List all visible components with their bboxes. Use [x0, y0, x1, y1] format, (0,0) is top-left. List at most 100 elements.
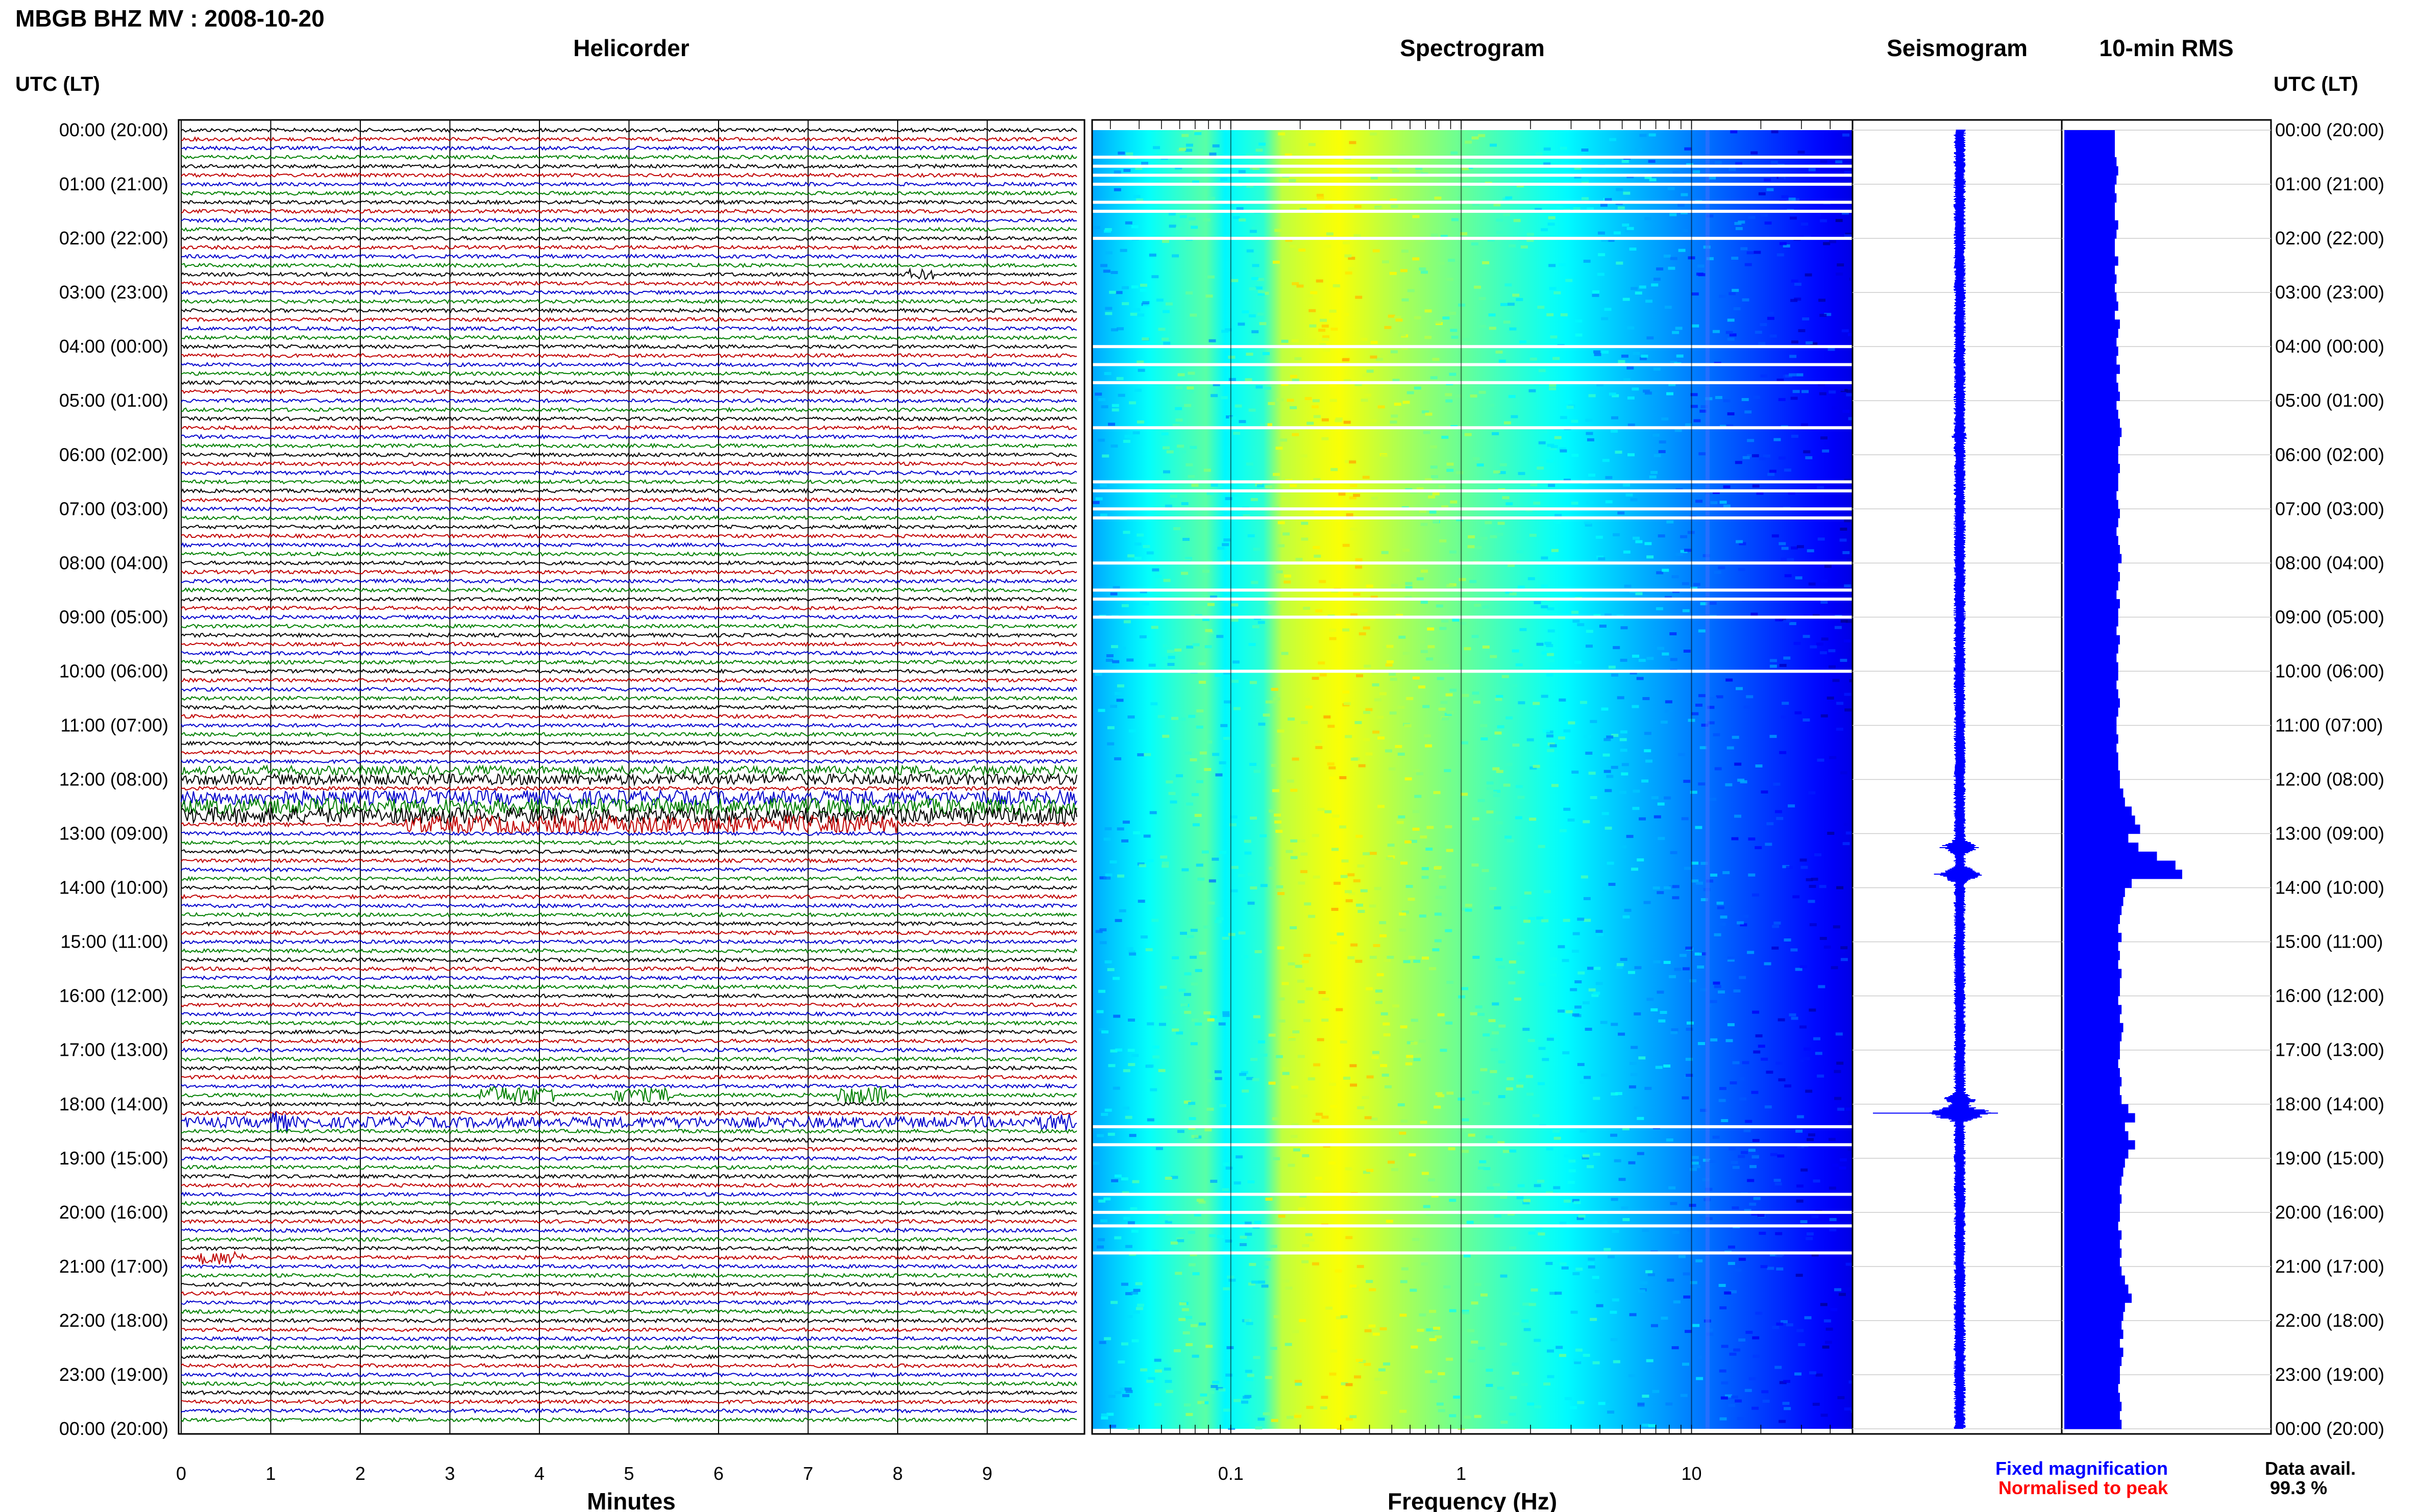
rms-bar: [2064, 978, 2120, 987]
helicorder-trace: [181, 1155, 1077, 1161]
rms-bar: [2064, 1266, 2122, 1276]
rms-bar: [2064, 870, 2182, 879]
spectrogram-gap: [1092, 426, 1853, 430]
time-label-right: 13:00 (09:00): [2275, 823, 2384, 844]
time-label-left: 06:00 (02:00): [59, 444, 168, 465]
rms-bar: [2064, 328, 2118, 338]
helicorder-trace: [181, 894, 1077, 900]
helicorder-trace: [181, 560, 1077, 566]
rms-bar: [2064, 310, 2115, 320]
spectrogram-top-margin: [1092, 120, 1853, 130]
time-label-right: 22:00 (18:00): [2275, 1310, 2384, 1331]
rms-bar: [2064, 1212, 2120, 1222]
rms-bar: [2064, 1041, 2120, 1051]
helicorder-xlabel: Minutes: [587, 1488, 676, 1512]
rms-bar: [2064, 1176, 2122, 1186]
helicorder-trace: [181, 1345, 1077, 1351]
spectrogram-gap: [1092, 598, 1853, 601]
rms-bar: [2064, 139, 2115, 148]
rms-bar: [2064, 842, 2139, 852]
rms-bar: [2064, 1203, 2120, 1213]
rms-bar: [2064, 635, 2120, 645]
helicorder-trace: [181, 181, 1077, 187]
rms-bar: [2064, 1420, 2122, 1429]
rms-bar: [2064, 1248, 2122, 1258]
helicorder-trace: [181, 704, 1077, 710]
rms-bar: [2064, 1023, 2124, 1032]
helicorder-trace: [181, 884, 1077, 890]
helicorder-trace: [181, 280, 1077, 287]
data-avail-label: Data avail.: [2265, 1458, 2356, 1479]
helicorder-trace: [181, 267, 1077, 281]
helicorder-trace: [181, 1191, 1077, 1198]
rms-bar: [2064, 878, 2132, 888]
rms-bar: [2064, 689, 2118, 699]
helicorder-trace: [181, 948, 1077, 954]
spectrogram-gap: [1092, 1210, 1853, 1214]
helicorder-tick-label: 7: [803, 1463, 813, 1484]
helicorder-trace: [181, 1407, 1077, 1414]
time-label-left: 23:00 (19:00): [59, 1364, 168, 1385]
helicorder-trace: [181, 253, 1077, 260]
rms-bar: [2064, 924, 2118, 933]
helicorder-trace: [181, 154, 1077, 160]
helicorder-trace: [181, 731, 1077, 737]
helicorder-trace: [181, 623, 1077, 629]
helicorder-trace: [181, 1227, 1077, 1233]
rms-bar: [2064, 193, 2117, 203]
helicorder-trace: [181, 488, 1077, 494]
helicorder-trace: [181, 596, 1077, 602]
helicorder-trace: [181, 461, 1077, 467]
time-label-right: 05:00 (01:00): [2275, 390, 2384, 411]
legend-normalised-to-peak: Normalised to peak: [1998, 1477, 2168, 1498]
rms-bar: [2064, 969, 2122, 978]
helicorder-trace: [181, 1209, 1077, 1216]
spectrogram-gap: [1092, 670, 1853, 673]
helicorder-trace: [181, 1263, 1077, 1270]
time-axis-left: 00:00 (20:00) 01:00 (21:00) 02:00 (22:00) 0…: [59, 119, 168, 1439]
time-label-right: 04:00 (00:00): [2275, 336, 2384, 357]
spectrogram-gap: [1092, 1224, 1853, 1228]
helicorder-trace: [181, 1047, 1077, 1053]
helicorder-trace: [181, 984, 1077, 990]
rms-bar: [2064, 256, 2118, 266]
helicorder-trace: [181, 497, 1077, 503]
time-label-left: 07:00 (03:00): [59, 498, 168, 519]
helicorder-trace: [181, 1318, 1077, 1324]
helicorder-trace: [181, 1327, 1077, 1332]
time-label-right: 02:00 (22:00): [2275, 228, 2384, 249]
rms-bar: [2064, 1131, 2129, 1141]
helicorder-trace: [181, 1218, 1077, 1225]
time-label-left: 01:00 (21:00): [59, 173, 168, 194]
helicorder-trace: [181, 452, 1077, 458]
helicorder-trace: [181, 479, 1077, 485]
helicorder-trace: [181, 722, 1077, 728]
rms-bar: [2064, 671, 2118, 681]
helicorder-trace: [181, 136, 1077, 142]
helicorder-trace: [181, 903, 1077, 909]
rms-bar: [2064, 599, 2120, 609]
spectrogram-gap: [1092, 615, 1853, 619]
rms-bar: [2064, 482, 2118, 491]
rms-bar: [2064, 157, 2117, 167]
helicorder-tick-label: 8: [893, 1463, 903, 1484]
helicorder-trace: [181, 1020, 1077, 1026]
helicorder-trace: [181, 1164, 1077, 1170]
rms-bar: [2064, 184, 2115, 194]
rms-bar: [2064, 1149, 2129, 1159]
helicorder-trace: [181, 1038, 1077, 1044]
time-label-left: 12:00 (08:00): [59, 769, 168, 790]
rms-bar: [2064, 364, 2120, 374]
helicorder-trace: [181, 524, 1077, 530]
helicorder-trace: [181, 1173, 1077, 1179]
rms-bar: [2064, 463, 2120, 474]
rms-bar: [2064, 554, 2122, 563]
helicorder-trace: [181, 839, 1077, 846]
time-axis-right: 00:00 (20:00) 01:00 (21:00) 02:00 (22:00) 0…: [2275, 119, 2384, 1439]
rms-bar: [2064, 220, 2118, 230]
helicorder-trace: [181, 388, 1077, 395]
helicorder-trace: [181, 334, 1077, 341]
helicorder-trace: [181, 785, 1077, 792]
helicorder-trace: [181, 262, 1077, 268]
helicorder-trace: [181, 226, 1077, 233]
